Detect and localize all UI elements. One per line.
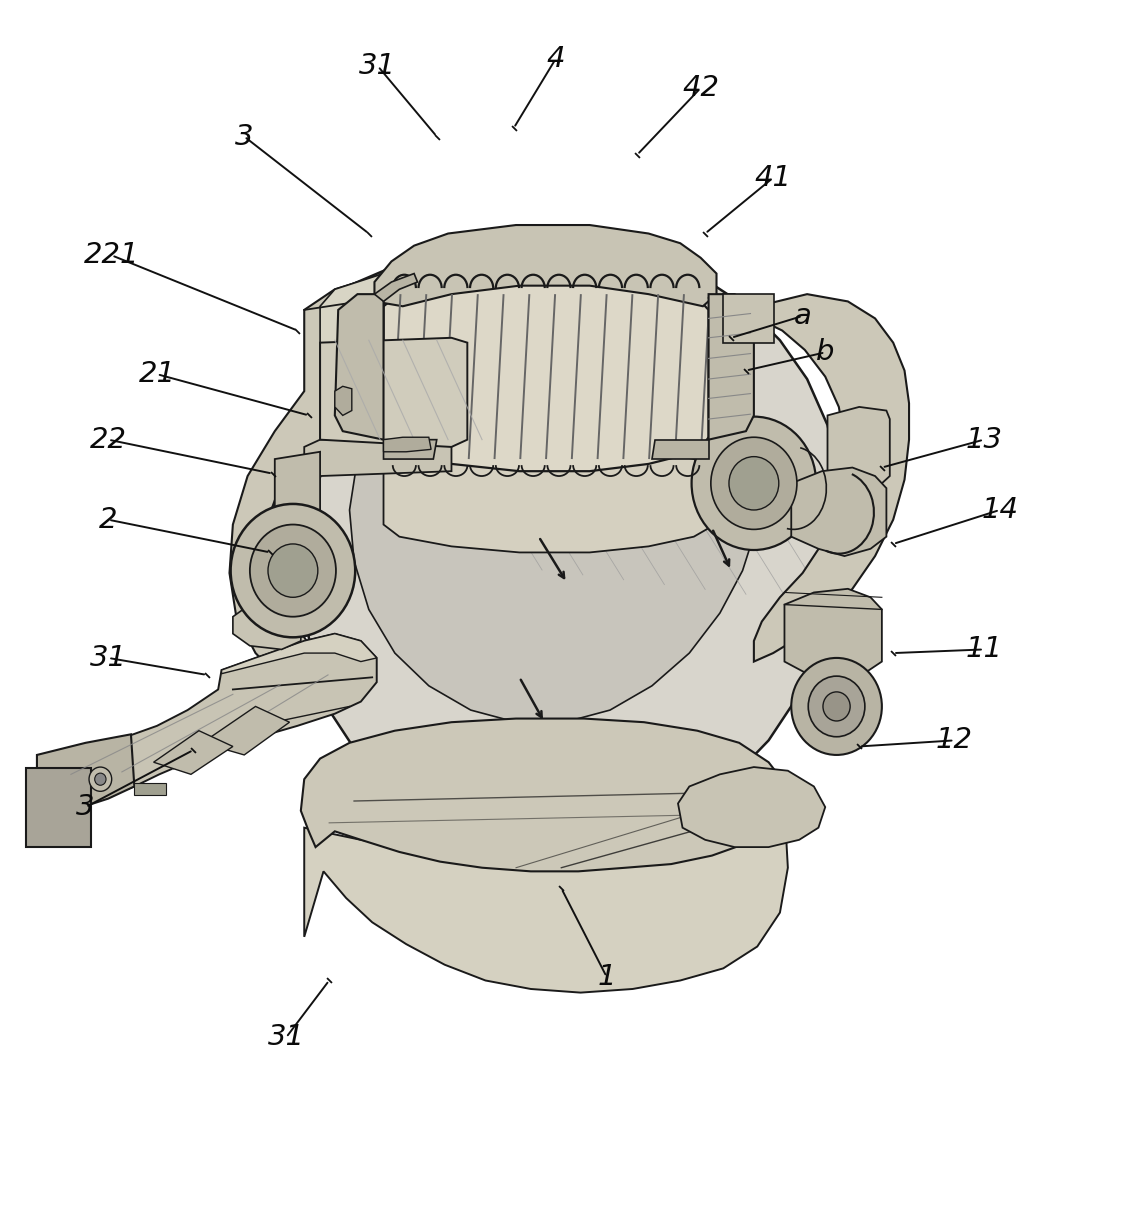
Circle shape [792,658,882,755]
Polygon shape [383,443,709,552]
Polygon shape [304,799,788,993]
Polygon shape [320,273,383,459]
FancyBboxPatch shape [723,294,775,342]
Text: 41: 41 [754,164,792,192]
Polygon shape [754,294,909,662]
Polygon shape [221,634,376,674]
Polygon shape [202,707,289,755]
Text: 3: 3 [76,793,95,821]
Polygon shape [374,273,417,301]
Polygon shape [785,589,882,680]
Polygon shape [335,294,383,439]
Polygon shape [349,301,762,722]
Polygon shape [678,767,826,847]
Text: 31: 31 [359,52,397,80]
Circle shape [711,437,797,529]
Text: a: a [794,302,812,330]
Text: b: b [816,339,835,367]
Polygon shape [37,734,134,819]
Polygon shape [304,435,451,476]
Polygon shape [383,273,709,471]
Polygon shape [320,337,467,447]
Text: 22: 22 [90,426,127,454]
Text: 12: 12 [936,726,973,754]
Polygon shape [335,386,352,415]
Polygon shape [383,439,437,459]
Polygon shape [709,294,754,439]
Text: 3: 3 [235,123,254,151]
Polygon shape [232,605,301,649]
Polygon shape [374,225,717,306]
Polygon shape [652,439,709,459]
Polygon shape [301,719,785,872]
Circle shape [809,676,865,737]
FancyBboxPatch shape [26,768,92,847]
Text: 1: 1 [598,963,616,991]
Polygon shape [153,731,232,775]
Text: 13: 13 [965,426,1002,454]
Circle shape [90,767,111,792]
FancyBboxPatch shape [134,783,166,795]
Circle shape [95,773,105,785]
Circle shape [823,692,850,721]
Text: 31: 31 [268,1023,305,1051]
Text: 14: 14 [981,497,1018,524]
Circle shape [249,524,336,617]
Circle shape [729,456,779,510]
Text: 221: 221 [84,242,139,270]
Polygon shape [792,467,887,556]
Polygon shape [56,634,376,799]
Text: 2: 2 [99,506,118,534]
Polygon shape [274,452,320,532]
Circle shape [692,416,816,550]
Polygon shape [828,407,890,488]
Text: 4: 4 [547,45,565,73]
Text: 11: 11 [965,635,1002,663]
Text: 42: 42 [683,74,719,102]
Text: 31: 31 [90,643,127,671]
Polygon shape [383,437,431,452]
Text: 21: 21 [138,361,176,388]
Circle shape [268,544,318,597]
Circle shape [230,504,355,637]
Polygon shape [229,273,386,694]
Polygon shape [304,253,841,847]
